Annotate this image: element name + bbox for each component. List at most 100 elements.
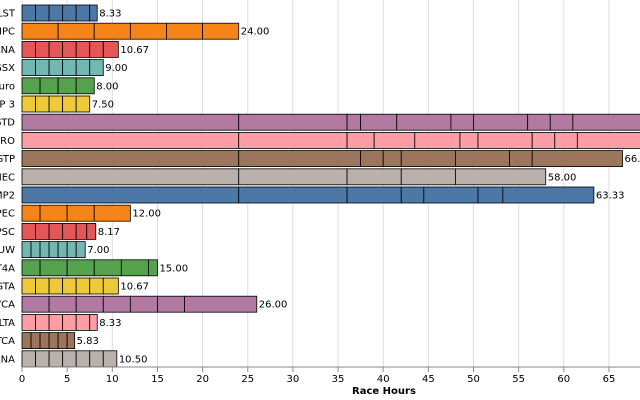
bar-segment <box>21 259 41 277</box>
category-labels: LST MPC CNA GSX luro C P 3 GTD PRO GTP MEC MP2 PEC P… <box>0 9 16 366</box>
bar-segment <box>75 350 91 368</box>
bar-segment <box>238 186 348 204</box>
bar-segment <box>549 113 574 131</box>
bar-segment <box>62 313 77 331</box>
data-label: 26.00 <box>259 300 288 311</box>
bar-segment <box>62 95 77 113</box>
bar-segment <box>89 41 104 58</box>
bar-segment <box>39 77 59 95</box>
x-tick-label: 5 <box>64 374 70 385</box>
category-label: MP2 <box>0 191 15 202</box>
bar-segment <box>455 168 547 186</box>
bar-segment <box>75 222 88 240</box>
bar-segment <box>89 277 104 295</box>
category-label: GTD <box>0 118 15 129</box>
bar-segment <box>400 186 425 204</box>
bar-segment <box>184 295 258 313</box>
bar-segment <box>66 204 95 222</box>
category-label: C P 3 <box>0 100 15 111</box>
bar-segment <box>48 295 77 313</box>
bar-segment <box>66 332 76 350</box>
bar-segment <box>48 41 64 58</box>
bar-segment <box>62 4 77 22</box>
data-label: 7.50 <box>92 100 114 111</box>
bar-segment <box>75 277 91 295</box>
data-label: 7.00 <box>87 245 109 256</box>
bar-segment <box>93 259 122 277</box>
bar-segment <box>21 4 36 22</box>
x-tick-label: 10 <box>106 374 119 385</box>
data-labels: 8.33 24.00 10.67 9.00 8.00 7.50 66. 58.00 63.33 1… <box>77 9 640 366</box>
bar-segment <box>148 259 158 277</box>
bar-segment <box>39 332 50 350</box>
bar-segment <box>35 277 50 295</box>
bar-segment <box>450 113 474 131</box>
bar-segment <box>62 59 77 76</box>
x-tick-label: 35 <box>332 374 345 385</box>
bar-segment <box>75 313 91 331</box>
category-label: GTA <box>0 282 15 293</box>
bar-segment <box>21 95 36 113</box>
x-tick-label: 55 <box>512 374 525 385</box>
bar-segment <box>576 131 640 149</box>
data-label: 24.00 <box>241 27 270 38</box>
bar-segment <box>21 168 240 186</box>
bar-segment <box>21 131 240 149</box>
category-label: CLTA <box>0 318 15 329</box>
bar-segment <box>21 295 50 313</box>
bar-segment <box>48 350 64 368</box>
x-axis: 0 5 10 15 20 25 30 35 40 45 50 55 60 65 <box>19 366 640 385</box>
bar-segment <box>238 150 362 168</box>
bar-segment <box>400 168 456 186</box>
bar-segment <box>93 204 131 222</box>
bar-segment <box>346 186 402 204</box>
bar-segment <box>21 41 36 58</box>
bar-segment <box>21 22 59 40</box>
bar-segment <box>66 259 95 277</box>
bar-segment <box>102 350 118 368</box>
bar-segment <box>21 204 41 222</box>
bar-segment <box>157 295 185 313</box>
data-label: 10.67 <box>120 282 149 293</box>
bar-segment <box>30 241 41 259</box>
bar-segment <box>360 150 384 168</box>
bar-segment <box>57 77 77 95</box>
bar-segment <box>86 222 97 240</box>
bar-segment <box>423 186 479 204</box>
bar-segment <box>39 241 50 259</box>
data-label: 58.00 <box>548 172 577 183</box>
bar-segment <box>400 150 456 168</box>
bar-segment <box>75 241 86 259</box>
bar-segment <box>120 259 149 277</box>
data-label: 8.33 <box>99 318 121 329</box>
bar-segment <box>346 168 402 186</box>
bar-segment <box>35 95 50 113</box>
bar-segment <box>62 277 77 295</box>
bar-segment <box>48 332 59 350</box>
bar-segment <box>166 22 203 40</box>
category-label: PEC <box>0 209 15 220</box>
bar-segment <box>89 59 104 76</box>
bar-segment <box>414 131 461 149</box>
bar-segment <box>238 131 348 149</box>
bar-segment <box>48 222 64 240</box>
x-tick-label: 45 <box>422 374 435 385</box>
bar-segment <box>57 241 68 259</box>
bar-segment <box>62 350 77 368</box>
category-label: CUW <box>0 245 15 256</box>
category-label: LST <box>0 9 16 20</box>
x-tick-label: 15 <box>151 374 164 385</box>
category-label: CNA <box>0 45 15 56</box>
bar-segment <box>102 277 119 295</box>
bar-segment <box>48 59 64 76</box>
bar-segment <box>62 222 77 240</box>
bar-segment <box>30 332 41 350</box>
bar-segment <box>35 222 50 240</box>
data-label: 8.33 <box>99 9 121 20</box>
x-tick-label: 65 <box>603 374 616 385</box>
bar-segment <box>48 4 64 22</box>
data-label: 5.83 <box>77 336 99 347</box>
bar-segment <box>238 113 348 131</box>
x-tick-label: 50 <box>467 374 480 385</box>
